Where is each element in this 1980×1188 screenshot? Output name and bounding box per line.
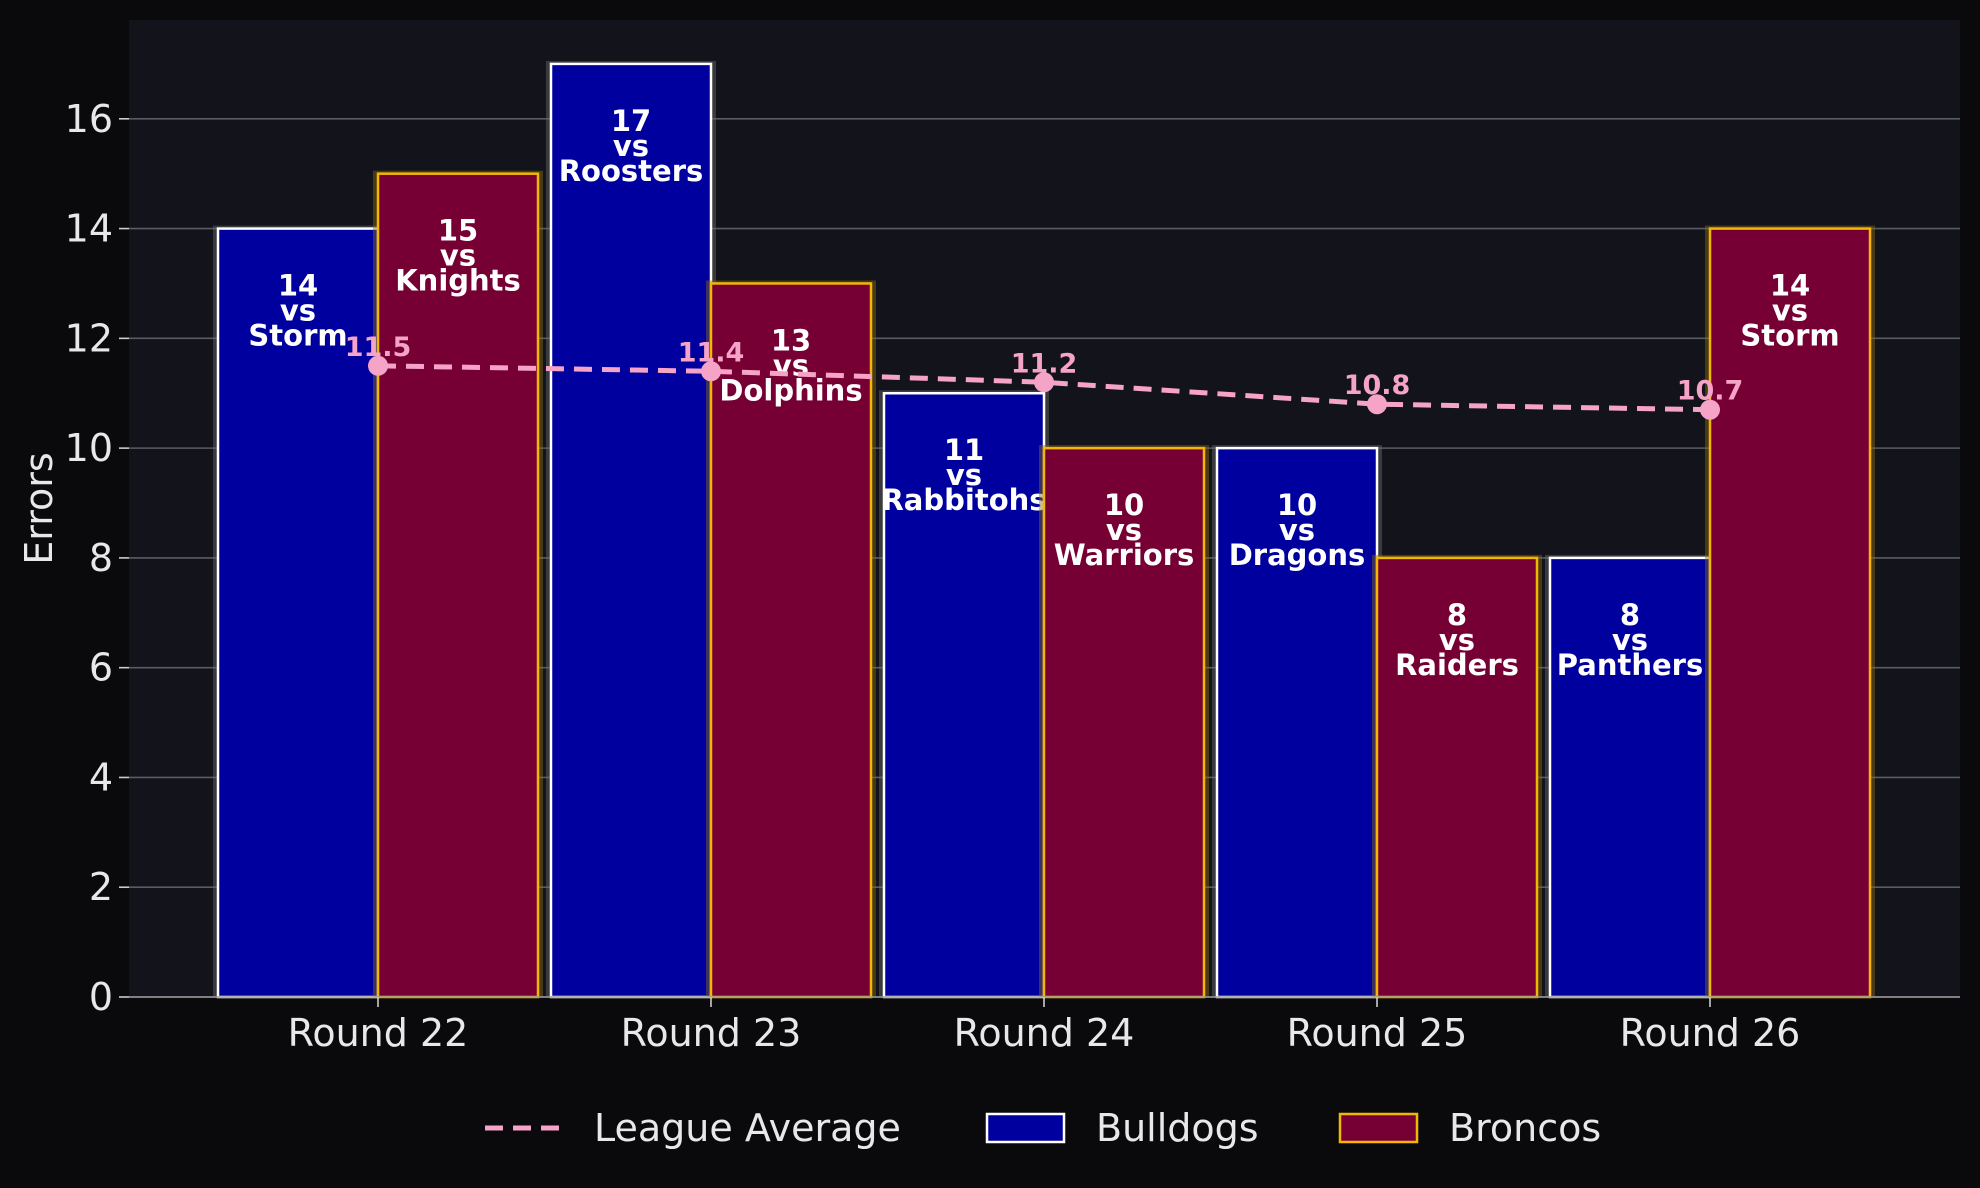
league-average-point: [1367, 394, 1387, 415]
bar-value-label: 14: [1770, 269, 1810, 303]
league-average-point: [701, 361, 721, 382]
league-average-label: 10.7: [1677, 376, 1744, 407]
bar-value-label: Roosters: [559, 154, 704, 188]
league-average-label: 11.2: [1011, 348, 1078, 379]
y-tick-label: 10: [65, 426, 113, 470]
bar-value-label: vs: [613, 129, 649, 163]
bar-value-label: 8: [1620, 598, 1640, 632]
legend: League Average Bulldogs Broncos: [485, 1106, 1601, 1150]
y-tick-label: 12: [65, 316, 113, 360]
bar-value-label: Rabbitohs: [881, 483, 1046, 517]
x-tick-label: Round 26: [1620, 1011, 1801, 1055]
bar-value-label: vs: [280, 294, 316, 328]
broncos-bar: [709, 282, 873, 999]
bar-value-label: vs: [1772, 294, 1808, 328]
bar-value-label: 14: [278, 269, 318, 303]
bar-value-label: vs: [1279, 513, 1315, 547]
bar-value-label: Storm: [248, 319, 347, 353]
broncos-bar: [1042, 446, 1206, 999]
y-axis-title: Errors: [17, 452, 61, 564]
bulldogs-bar: [216, 227, 380, 999]
x-tick-label: Round 25: [1287, 1011, 1468, 1055]
league-average-label: 11.5: [345, 332, 412, 363]
legend-broncos-swatch: [1338, 1112, 1419, 1144]
broncos-bar: [1375, 556, 1539, 999]
y-tick-label: 2: [89, 865, 113, 909]
bar-value-label: vs: [946, 458, 982, 492]
bar-value-label: vs: [1439, 623, 1475, 657]
bar-value-label: 11: [944, 433, 984, 467]
legend-label: Broncos: [1449, 1106, 1601, 1150]
broncos-bar: [1708, 227, 1872, 999]
bar-value-label: vs: [1612, 623, 1648, 657]
league-average-point: [1700, 399, 1720, 420]
league-average-point: [368, 355, 388, 376]
bar-value-label: Dragons: [1229, 538, 1366, 572]
legend-bulldogs-swatch: [985, 1112, 1066, 1144]
bar-value-label: 13: [771, 323, 811, 357]
bar-value-label: Panthers: [1557, 648, 1703, 682]
y-tick-label: 14: [65, 207, 113, 251]
x-tick-label: Round 22: [288, 1011, 469, 1055]
bar-value-label: Storm: [1740, 319, 1839, 353]
league-average-label: 10.8: [1344, 370, 1411, 401]
y-tick-label: 16: [65, 97, 113, 141]
broncos-bar: [376, 172, 540, 999]
legend-label: League Average: [594, 1106, 901, 1150]
x-tick-label: Round 23: [621, 1011, 802, 1055]
bar-value-label: 10: [1277, 488, 1317, 522]
bar-value-label: vs: [440, 239, 476, 273]
bar-value-label: Dolphins: [719, 373, 862, 407]
bulldogs-bar: [882, 391, 1046, 999]
legend-label: Bulldogs: [1096, 1106, 1259, 1150]
bar-value-label: 15: [438, 214, 478, 248]
x-tick-label: Round 24: [954, 1011, 1135, 1055]
y-tick-label: 6: [89, 646, 113, 690]
bar-value-label: Knights: [395, 264, 521, 298]
bar-value-label: 10: [1104, 488, 1144, 522]
league-average-label: 11.4: [678, 337, 745, 368]
bar-value-label: Raiders: [1395, 648, 1519, 682]
league-average-point: [1034, 372, 1054, 393]
y-tick-label: 0: [89, 975, 113, 1019]
y-tick-label: 8: [89, 536, 113, 580]
bar-value-label: 17: [611, 104, 651, 138]
bulldogs-bar: [549, 62, 713, 999]
bar-value-label: Warriors: [1054, 538, 1195, 572]
bar-value-label: vs: [1106, 513, 1142, 547]
bar-value-label: 8: [1447, 598, 1467, 632]
y-tick-label: 4: [89, 755, 113, 799]
